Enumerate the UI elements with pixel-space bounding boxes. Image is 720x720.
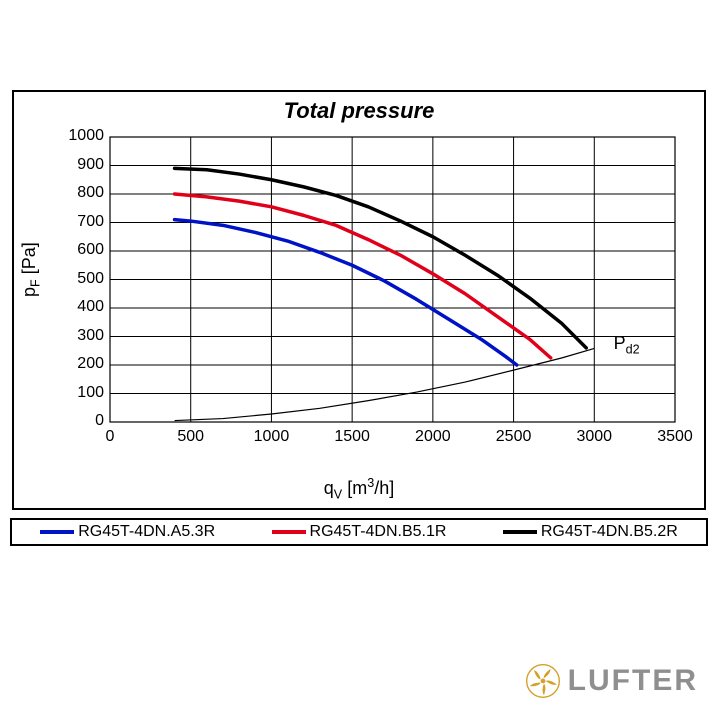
y-tick-label: 400 [56,298,104,316]
y-tick-label: 300 [56,327,104,345]
legend-label: RG45T-4DN.B5.1R [310,523,447,541]
legend-item: RG45T-4DN.A5.3R [40,523,215,541]
y-tick-label: 1000 [56,127,104,145]
chart-frame: Total pressure pF [Pa] qV [m3/h] 0100200… [12,90,706,510]
x-tick-label: 2000 [409,428,457,446]
x-tick-label: 3000 [570,428,618,446]
x-tick-label: 1000 [247,428,295,446]
legend-label: RG45T-4DN.B5.2R [541,523,678,541]
y-tick-label: 600 [56,241,104,259]
legend-swatch [503,530,537,534]
y-tick-label: 700 [56,213,104,231]
legend-swatch [40,530,74,534]
y-tick-label: 900 [56,156,104,174]
legend: RG45T-4DN.A5.3R RG45T-4DN.B5.1R RG45T-4D… [10,518,708,546]
logo-text: LUFTER [568,664,698,698]
y-tick-label: 100 [56,384,104,402]
y-tick-label: 200 [56,355,104,373]
x-tick-label: 3500 [651,428,699,446]
logo: LUFTER [526,664,698,698]
pd2-label: Pd2 [614,333,640,357]
x-tick-label: 500 [167,428,215,446]
y-tick-label: 500 [56,270,104,288]
legend-item: RG45T-4DN.B5.2R [503,523,678,541]
page-root: Total pressure pF [Pa] qV [m3/h] 0100200… [0,0,720,720]
y-tick-label: 800 [56,184,104,202]
legend-label: RG45T-4DN.A5.3R [78,523,215,541]
fan-icon [526,664,560,698]
x-tick-label: 2500 [490,428,538,446]
x-tick-label: 1500 [328,428,376,446]
legend-item: RG45T-4DN.B5.1R [272,523,447,541]
legend-swatch [272,530,306,534]
x-tick-label: 0 [86,428,134,446]
